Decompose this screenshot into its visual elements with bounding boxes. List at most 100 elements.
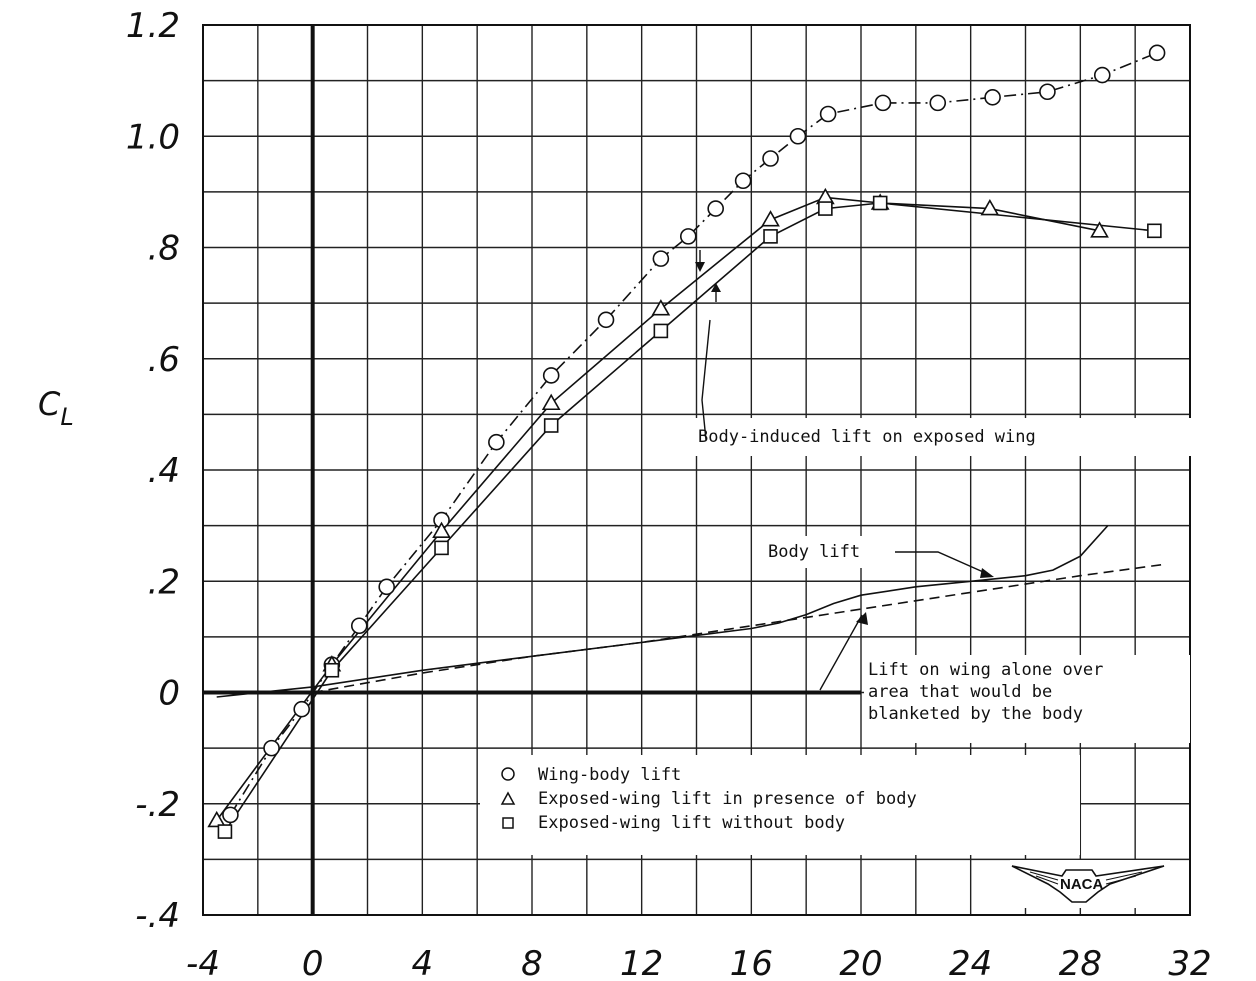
- point-wing-body: [707, 200, 724, 217]
- x-tick-label: 28: [1059, 944, 1102, 981]
- y-tick-labels: 1.2 1.0 .8 .6 .4 .2 0 -.2 -.4: [126, 6, 180, 936]
- annotation-box: [864, 655, 1190, 743]
- data-markers: [207, 44, 1166, 839]
- y-axis-label-main: C: [38, 385, 61, 423]
- y-tick-label: .2: [148, 562, 180, 602]
- arrowhead-upper: [695, 262, 705, 272]
- point-wing-body: [1093, 66, 1111, 84]
- annotation-box: [762, 536, 890, 568]
- annotation-wing-alone-line3: blanketed by the body: [868, 704, 1083, 724]
- y-tick-label: -.4: [135, 896, 180, 936]
- point-exposed-without-body: [872, 195, 888, 211]
- annotation-body-lift-text: Body lift: [768, 542, 860, 562]
- logo-text: NACA: [1060, 876, 1103, 893]
- point-wing-body: [488, 433, 505, 451]
- logo-feathers: [1029, 871, 1143, 885]
- x-tick-label: 4: [412, 944, 434, 981]
- arrowheads: [695, 262, 994, 625]
- y-tick-label: 1.2: [126, 6, 180, 46]
- point-wing-body: [652, 250, 670, 267]
- x-tick-labels: -4 0 4 8 12 16 20 24 28 32: [186, 944, 1212, 981]
- point-wing-body: [819, 105, 837, 123]
- x-tick-label: 8: [521, 944, 543, 981]
- x-tick-label: 20: [839, 944, 882, 981]
- y-tick-label: 1.0: [126, 117, 180, 157]
- point-exposed-with-body: [541, 393, 561, 411]
- point-exposed-without-body: [217, 824, 233, 839]
- legend: Wing-body lift Exposed-wing lift in pres…: [480, 755, 1080, 855]
- x-tick-label: 32: [1168, 944, 1211, 981]
- x-tick-label: -4: [186, 944, 220, 981]
- point-wing-body: [1039, 83, 1056, 101]
- annotation-body-lift: Body lift: [762, 536, 890, 568]
- point-exposed-without-body: [434, 540, 449, 556]
- legend-label-exposed-without-body: Exposed-wing lift without body: [538, 813, 845, 833]
- annotation-box: [690, 418, 1195, 456]
- point-exposed-without-body: [653, 323, 669, 339]
- point-wing-body: [378, 578, 395, 596]
- leader-wing-alone: [819, 614, 863, 691]
- point-exposed-without-body: [543, 418, 559, 433]
- point-exposed-with-body: [1090, 221, 1109, 238]
- point-exposed-with-body: [207, 810, 227, 828]
- series-line-1: [216, 196, 1100, 821]
- logo-backdrop: [1010, 860, 1170, 908]
- point-exposed-with-body: [651, 299, 671, 316]
- point-wing-body: [597, 311, 615, 329]
- legend-marker-square: [502, 817, 514, 829]
- y-tick-label: -.2: [135, 785, 180, 825]
- point-exposed-with-body: [761, 210, 780, 227]
- y-tick-label: .4: [148, 451, 180, 491]
- point-wing-body: [542, 367, 560, 384]
- point-wing-body: [679, 228, 697, 245]
- annotation-wing-alone: Lift on wing alone over area that would …: [864, 655, 1190, 743]
- point-exposed-without-body: [763, 229, 778, 244]
- legend-marker-triangle: [500, 791, 516, 805]
- point-wing-body: [789, 127, 807, 145]
- y-axis-label-sub: L: [60, 403, 73, 431]
- arrowhead-lower: [711, 283, 721, 292]
- y-axis-label: CL: [38, 385, 74, 431]
- series-line-3: [216, 525, 1109, 698]
- y-tick-label: .6: [148, 340, 180, 380]
- point-exposed-without-body: [818, 201, 833, 216]
- point-wing-body: [874, 94, 892, 112]
- logo-wings: [1011, 865, 1165, 903]
- series-line-4: [312, 563, 1163, 694]
- annotation-body-induced: Body-induced lift on exposed wing: [690, 418, 1195, 456]
- point-wing-body: [762, 150, 779, 167]
- point-exposed-without-body: [1147, 223, 1162, 239]
- x-tick-label: 12: [620, 944, 663, 981]
- point-wing-body: [293, 700, 311, 718]
- leader-body-induced: [701, 319, 711, 441]
- point-exposed-without-body: [324, 662, 340, 678]
- point-wing-body: [1148, 44, 1166, 62]
- leader-body-lift: [895, 551, 991, 576]
- point-wing-body: [350, 617, 368, 635]
- arrowhead-wing-alone: [856, 612, 868, 625]
- point-wing-body: [263, 739, 280, 757]
- legend-box: [480, 755, 1080, 855]
- arrowhead-body-lift: [980, 568, 994, 578]
- annotation-wing-alone-line2: area that would be: [868, 682, 1052, 702]
- naca-logo: NACA: [1010, 860, 1170, 908]
- legend-marker-circle: [501, 767, 515, 781]
- legend-label-exposed-with-body: Exposed-wing lift in presence of body: [538, 789, 917, 809]
- y-tick-label: 0: [158, 674, 180, 714]
- legend-label-wing-body: Wing-body lift: [538, 765, 681, 785]
- point-wing-body: [734, 172, 752, 190]
- point-exposed-with-body: [432, 521, 451, 538]
- y-tick-label: .8: [148, 229, 180, 269]
- point-exposed-with-body: [980, 198, 1000, 216]
- x-tick-label: 24: [949, 944, 992, 981]
- point-wing-body: [222, 806, 239, 824]
- annotation-leaders: [699, 250, 991, 691]
- point-wing-body: [929, 94, 947, 112]
- x-tick-label: 0: [302, 944, 324, 981]
- annotation-wing-alone-line1: Lift on wing alone over: [868, 660, 1103, 680]
- point-wing-body: [984, 89, 1001, 106]
- plot-frame: [202, 24, 1191, 916]
- annotation-body-induced-text: Body-induced lift on exposed wing: [698, 427, 1036, 447]
- x-tick-label: 16: [730, 944, 773, 981]
